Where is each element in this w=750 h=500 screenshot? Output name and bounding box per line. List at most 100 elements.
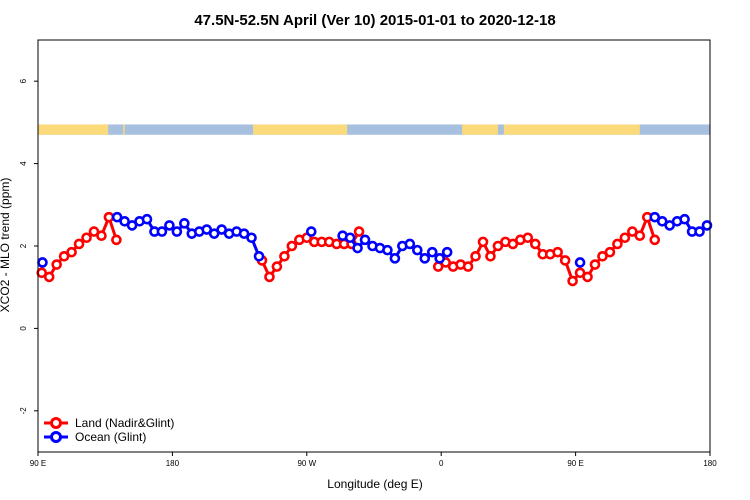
- data-point: [507, 238, 519, 250]
- data-point: [279, 250, 290, 262]
- data-point: [96, 230, 107, 241]
- x-tick-label: 180: [166, 459, 180, 468]
- y-tick-label: 2: [19, 243, 28, 248]
- data-point: [612, 238, 623, 250]
- data-point: [208, 228, 220, 239]
- mask-band-land: [503, 124, 640, 135]
- legend-marker-ocean: [50, 431, 62, 443]
- x-tick-label: 90 E: [30, 459, 46, 468]
- chart-title: 47.5N-52.5N April (Ver 10) 2015-01-01 to…: [194, 12, 555, 29]
- data-point: [88, 226, 100, 237]
- data-point: [164, 220, 175, 231]
- data-point: [126, 220, 138, 231]
- data-point: [141, 213, 153, 225]
- mask-band-land: [123, 124, 125, 135]
- data-point: [58, 250, 70, 262]
- axis-ticks: 90 E 180 90 W 0 90 E 180 -2 0 2 4 6: [19, 78, 717, 468]
- data-point: [664, 220, 675, 231]
- data-point: [426, 246, 438, 258]
- series-layer: [36, 211, 713, 287]
- data-point: [253, 250, 265, 262]
- data-point: [201, 224, 213, 235]
- data-point: [485, 250, 496, 262]
- data-point: [522, 232, 534, 244]
- data-point: [462, 261, 474, 272]
- data-point: [477, 236, 489, 248]
- data-point: [492, 240, 504, 252]
- data-point: [171, 226, 183, 237]
- data-point: [43, 271, 55, 283]
- data-point: [634, 230, 646, 241]
- x-axis-label: Longitude (deg E): [327, 477, 422, 491]
- y-tick-label: 0: [19, 326, 28, 331]
- data-point: [419, 253, 431, 264]
- data-point: [156, 226, 168, 237]
- data-point: [286, 240, 298, 252]
- data-point: [574, 257, 586, 268]
- data-point: [552, 246, 563, 258]
- data-point: [656, 215, 668, 227]
- data-point: [119, 215, 130, 227]
- data-point: [412, 244, 423, 256]
- data-point: [216, 224, 227, 235]
- land-ocean-mask-band: [38, 124, 710, 135]
- data-point: [694, 226, 705, 237]
- data-point: [264, 271, 275, 283]
- x-tick-label: 90 W: [297, 459, 316, 468]
- data-point: [111, 234, 122, 246]
- legend-marker-land: [50, 417, 62, 429]
- data-point: [353, 226, 365, 237]
- data-point: [441, 246, 453, 258]
- legend-label-ocean: Ocean (Glint): [75, 430, 146, 444]
- data-point: [404, 238, 416, 250]
- data-point: [559, 255, 571, 266]
- series-line: [437, 215, 657, 283]
- data-point: [649, 211, 661, 223]
- data-point: [597, 250, 608, 262]
- data-point: [619, 232, 631, 244]
- data-point: [567, 275, 578, 287]
- data-point: [111, 211, 123, 223]
- data-point: [103, 211, 115, 223]
- data-point: [389, 253, 401, 264]
- y-tick-label: 6: [19, 78, 28, 83]
- data-point: [382, 244, 393, 256]
- data-point: [701, 220, 713, 231]
- series-land: [36, 211, 661, 287]
- data-point: [179, 218, 190, 229]
- mask-band-ocean: [38, 124, 710, 135]
- y-axis-label: XCO2 - MLO trend (ppm): [0, 178, 12, 313]
- data-point: [574, 267, 586, 279]
- data-point: [434, 253, 446, 264]
- y-tick-label: 4: [19, 161, 28, 166]
- data-point: [352, 242, 363, 254]
- data-point: [344, 232, 356, 244]
- x-tick-label: 180: [703, 459, 717, 468]
- plot-frame: [37, 39, 711, 453]
- data-point: [238, 228, 250, 239]
- legend: Land (Nadir&Glint) Ocean (Glint): [44, 416, 174, 444]
- data-point: [627, 226, 638, 237]
- data-point: [604, 246, 616, 258]
- mask-band-land: [253, 124, 348, 135]
- x-tick-label: 90 E: [567, 459, 583, 468]
- mask-band-land: [462, 124, 498, 135]
- data-point: [649, 234, 661, 246]
- data-point: [73, 238, 85, 250]
- legend-label-land: Land (Nadir&Glint): [75, 416, 174, 430]
- data-point: [66, 246, 77, 258]
- mask-band-land: [38, 124, 109, 135]
- y-tick-label: -2: [19, 407, 28, 415]
- data-point: [359, 234, 371, 246]
- data-point: [81, 232, 92, 244]
- data-point: [37, 257, 48, 268]
- data-point: [271, 261, 283, 272]
- data-point: [305, 226, 317, 237]
- data-point: [589, 259, 601, 270]
- series-ocean: [37, 211, 713, 268]
- data-point: [679, 213, 690, 225]
- data-point: [470, 250, 481, 262]
- x-tick-label: 0: [439, 459, 444, 468]
- data-point: [529, 238, 541, 250]
